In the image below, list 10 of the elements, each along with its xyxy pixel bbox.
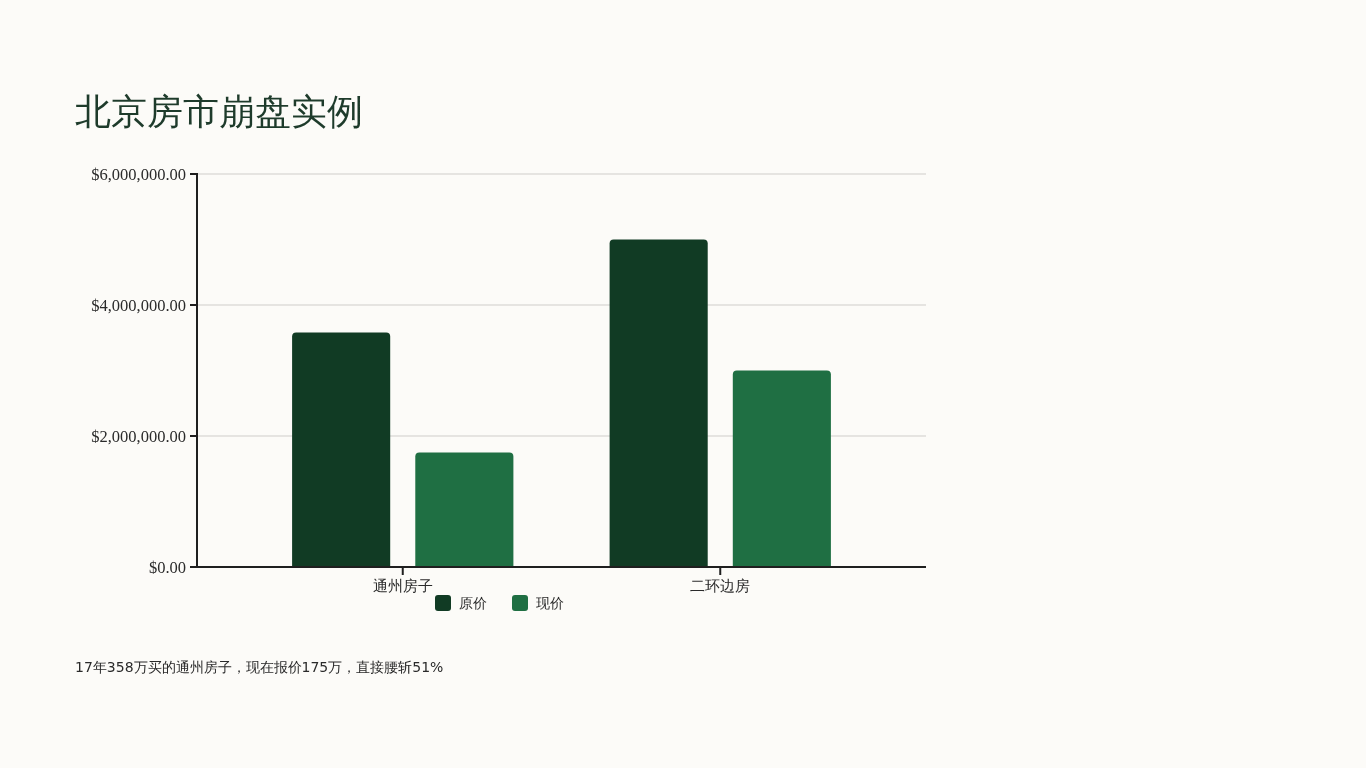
y-tick-label: $0.00 xyxy=(148,557,186,577)
annotation: 17年358万买的通州房子，现在报价175万，直接腰斩51% xyxy=(75,659,444,675)
title: 北京房市崩盘实例 xyxy=(75,91,363,132)
x-tick-label: 二环边房 xyxy=(690,577,751,595)
x-tick-label: 通州房子 xyxy=(372,577,433,595)
y-tick-label: $4,000,000.00 xyxy=(91,295,186,315)
y-tick-label: $2,000,000.00 xyxy=(91,426,186,446)
y-tick-label: $6,000,000.00 xyxy=(91,164,186,184)
legend-label: 原价 xyxy=(459,595,487,611)
legend-label: 现价 xyxy=(536,595,564,611)
